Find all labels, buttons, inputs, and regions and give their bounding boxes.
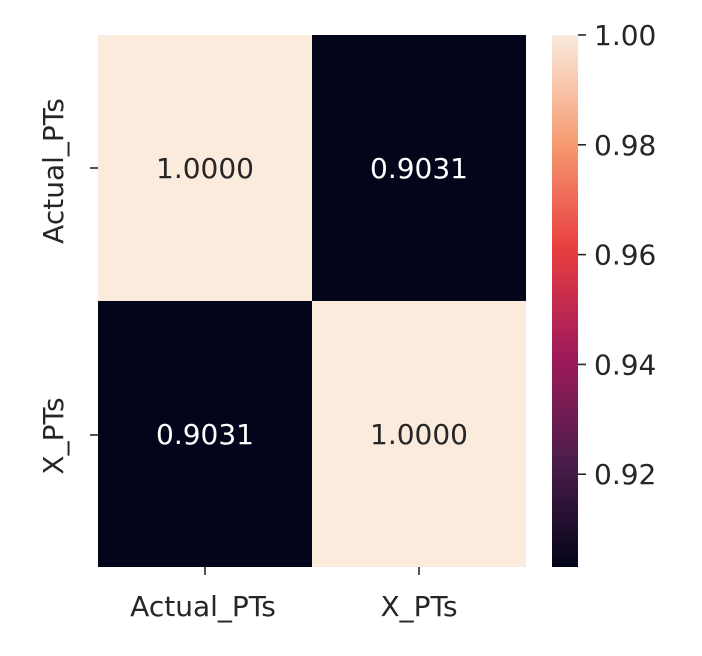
cell-labels: 1.0000 0.9031 0.9031 1.0000	[156, 152, 468, 451]
cell-value-label: 0.9031	[156, 418, 254, 451]
heatmap-cell	[98, 35, 312, 301]
colorbar-gradient	[552, 35, 578, 567]
colorbar-tick-label: 0.92	[594, 458, 656, 491]
y-tick-label-actual-pts: Actual_PTs	[37, 98, 70, 244]
colorbar-tick-label: 0.96	[594, 239, 656, 272]
x-tick-label-actual-pts: Actual_PTs	[130, 590, 276, 623]
heatmap-cell	[312, 35, 526, 301]
x-axis: Actual_PTs X_PTs	[130, 567, 458, 623]
colorbar: 0.92 0.94 0.96 0.98 1.00	[552, 19, 656, 567]
y-tick-label-x-pts: X_PTs	[37, 397, 70, 474]
cell-value-label: 1.0000	[370, 418, 468, 451]
cell-value-label: 0.9031	[370, 152, 468, 185]
heatmap-cells	[98, 35, 526, 567]
x-tick-label-x-pts: X_PTs	[380, 590, 457, 623]
cell-value-label: 1.0000	[156, 152, 254, 185]
colorbar-tick-label: 0.94	[594, 348, 656, 381]
heatmap-cell	[98, 301, 312, 567]
y-axis: Actual_PTs X_PTs	[37, 98, 98, 475]
heatmap-cell	[312, 301, 526, 567]
colorbar-tick-label: 1.00	[594, 19, 656, 52]
colorbar-tick-label: 0.98	[594, 129, 656, 162]
colorbar-ticks: 0.92 0.94 0.96 0.98 1.00	[578, 19, 656, 491]
